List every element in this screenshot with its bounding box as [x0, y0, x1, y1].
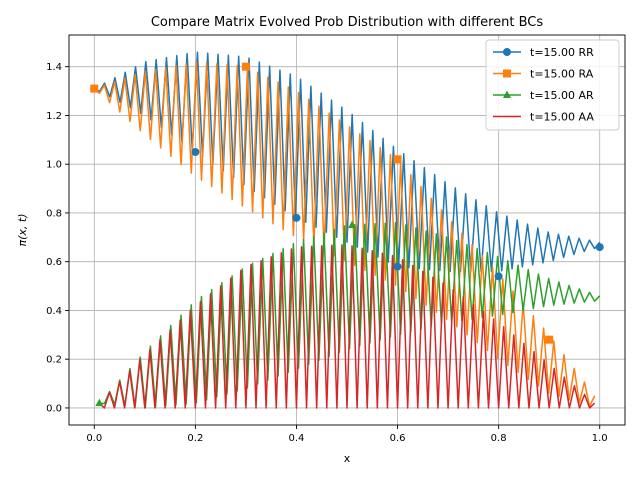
series-marker-3 — [95, 398, 104, 407]
series-marker-2 — [393, 155, 402, 164]
series-marker-3 — [348, 220, 357, 229]
x-tick-label: 0.4 — [289, 433, 305, 444]
y-tick-label: 1.0 — [46, 160, 62, 171]
legend-label: t=15.00 RA — [530, 68, 594, 81]
series-line-1 — [93, 51, 601, 273]
legend-marker — [503, 90, 511, 98]
y-tick-label: 1.2 — [46, 111, 62, 122]
y-tick-label: 0.8 — [46, 208, 62, 219]
series-marker-1 — [191, 148, 200, 156]
y-tick-label: 0.0 — [46, 403, 62, 414]
chart-title: Compare Matrix Evolved Prob Distribution… — [151, 15, 544, 30]
plot-frame — [68, 34, 626, 426]
legend-marker — [503, 48, 511, 56]
series-marker-2 — [545, 335, 554, 344]
legend-label: t=15.00 RR — [530, 46, 594, 59]
series-marker-1 — [494, 272, 503, 281]
series-layer — [93, 51, 601, 409]
x-tick-label: 1.0 — [592, 433, 608, 444]
y-tick-label: 0.2 — [46, 355, 62, 366]
marker-layer — [90, 62, 604, 407]
legend-label: t=15.00 AA — [530, 111, 594, 124]
y-tick-label: 1.4 — [46, 62, 62, 73]
series-line-2 — [93, 61, 596, 408]
x-axis-label: x — [344, 452, 351, 465]
x-tick-label: 0.8 — [491, 433, 507, 444]
x-tick-label: 0.2 — [187, 433, 203, 444]
y-tick-label: 0.4 — [46, 306, 62, 317]
series-marker-2 — [90, 84, 99, 93]
legend-marker — [503, 69, 511, 78]
y-axis-label: π(x, t) — [16, 213, 29, 246]
series-marker-1 — [595, 243, 604, 252]
series-marker-1 — [292, 213, 301, 222]
legend: t=15.00 RR t=15.00 RA t=15.00 AR t=15.00 AA — [485, 39, 620, 131]
tick-layer: 0.0 0.2 0.4 0.6 0.8 1.0 0.0 0.2 0.4 0.6 0.8 1.0 1.2 1… — [46, 62, 608, 444]
series-marker-1 — [393, 262, 402, 271]
legend-label: t=15.00 AR — [530, 89, 594, 102]
series-line-4 — [98, 244, 596, 409]
series-marker-2 — [241, 62, 250, 71]
y-tick-label: 0.6 — [46, 257, 62, 268]
x-tick-label: 0.0 — [86, 433, 102, 444]
legend-box — [485, 39, 620, 131]
x-tick-label: 0.6 — [390, 433, 406, 444]
